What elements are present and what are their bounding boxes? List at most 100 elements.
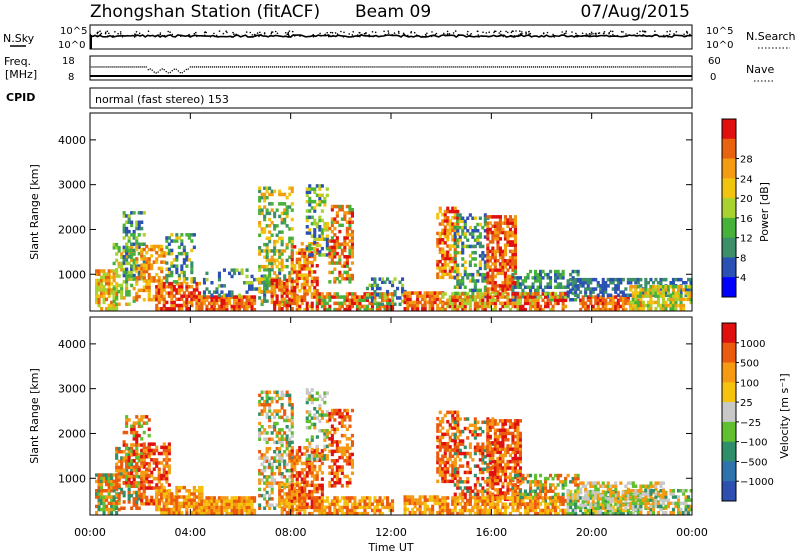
- power-cell: [167, 248, 171, 253]
- power-cell: [506, 240, 510, 244]
- nave-point: [599, 66, 601, 68]
- power-cell: [674, 303, 678, 308]
- power-cell: [436, 216, 440, 220]
- nsearch-point: [453, 34, 456, 37]
- velocity-cell: [197, 498, 201, 502]
- power-cell: [508, 218, 512, 222]
- power-cell: [207, 290, 211, 294]
- power-cell: [651, 291, 655, 295]
- power-cell: [137, 288, 141, 293]
- velocity-cell: [142, 421, 146, 425]
- power-cell: [421, 307, 425, 311]
- power-cell: [305, 301, 309, 306]
- velocity-cell: [225, 499, 229, 503]
- nave-point: [348, 66, 350, 68]
- power-cell: [112, 242, 116, 247]
- power-cell: [258, 189, 262, 194]
- power-cell: [288, 274, 292, 278]
- power-cell: [614, 304, 618, 309]
- velocity-cell: [265, 484, 269, 488]
- power-cell: [270, 258, 274, 263]
- power-cell: [441, 222, 445, 226]
- velocity-cell: [152, 461, 156, 465]
- power-cell: [624, 301, 628, 306]
- power-cell: [441, 241, 445, 245]
- power-cell: [508, 307, 512, 312]
- power-cell: [488, 230, 492, 235]
- power-cell: [285, 264, 289, 269]
- velocity-cell: [245, 499, 249, 503]
- power-cell: [370, 277, 374, 281]
- power-cell: [217, 304, 221, 309]
- power-cell: [130, 248, 134, 253]
- power-cell: [501, 281, 505, 285]
- power-cell: [175, 239, 179, 243]
- velocity-cell: [278, 415, 282, 420]
- power-cell: [478, 298, 482, 302]
- power-cell: [611, 298, 615, 302]
- power-cell: [308, 190, 312, 194]
- nave-point: [380, 66, 382, 68]
- velocity-cell: [273, 409, 277, 413]
- power-cell: [348, 204, 352, 209]
- power-cell: [436, 307, 440, 311]
- power-cell: [145, 285, 149, 289]
- velocity-cell: [132, 421, 136, 425]
- power-cell: [263, 264, 267, 269]
- power-cell: [596, 301, 600, 306]
- velocity-cell: [147, 498, 151, 503]
- power-cell: [511, 265, 515, 269]
- power-cell: [303, 276, 307, 280]
- power-cell: [401, 293, 405, 297]
- power-cell: [639, 304, 643, 309]
- power-cell: [604, 304, 608, 309]
- nave-point: [665, 66, 667, 68]
- power-cell: [283, 202, 287, 206]
- power-cell: [265, 246, 269, 250]
- velocity-cell: [132, 503, 136, 507]
- power-cell: [666, 297, 670, 302]
- power-echo-region-17: [453, 213, 490, 302]
- power-cell: [574, 293, 578, 297]
- power-cell: [451, 222, 455, 226]
- power-cell: [601, 298, 605, 302]
- power-cell: [288, 303, 292, 308]
- power-cell: [340, 204, 344, 209]
- power-cell: [614, 277, 618, 282]
- nave-point: [484, 66, 486, 68]
- power-cell: [240, 271, 244, 276]
- power-cell: [584, 290, 588, 294]
- power-cell: [549, 307, 553, 312]
- nave-point: [251, 66, 254, 68]
- power-cell: [498, 249, 502, 254]
- power-cell: [310, 307, 314, 312]
- velocity-cell: [195, 495, 199, 499]
- power-cell: [280, 202, 284, 206]
- power-cell: [132, 286, 136, 291]
- power-cell: [333, 267, 337, 271]
- power-echo-region-10: [290, 242, 319, 312]
- power-cell: [458, 219, 462, 224]
- power-cell: [97, 303, 101, 308]
- velocity-cell: [228, 505, 232, 510]
- power-cell: [107, 291, 111, 295]
- power-cell: [250, 301, 254, 306]
- power-cell: [142, 233, 146, 237]
- power-cell: [536, 292, 540, 296]
- power-cell: [461, 257, 465, 261]
- power-cell: [513, 292, 517, 296]
- velocity-cell: [308, 425, 312, 430]
- velocity-cell: [320, 413, 324, 417]
- power-cell: [529, 288, 533, 293]
- power-cell: [466, 216, 470, 220]
- power-cell: [468, 279, 472, 283]
- power-cell: [112, 289, 116, 294]
- nave-point: [286, 66, 288, 68]
- power-cell: [363, 295, 367, 299]
- velocity-cell: [107, 507, 111, 512]
- power-cell: [330, 236, 334, 240]
- nave-point: [434, 66, 436, 68]
- power-cell: [295, 307, 299, 312]
- velocity-cell: [280, 437, 284, 441]
- power-cell: [315, 243, 319, 248]
